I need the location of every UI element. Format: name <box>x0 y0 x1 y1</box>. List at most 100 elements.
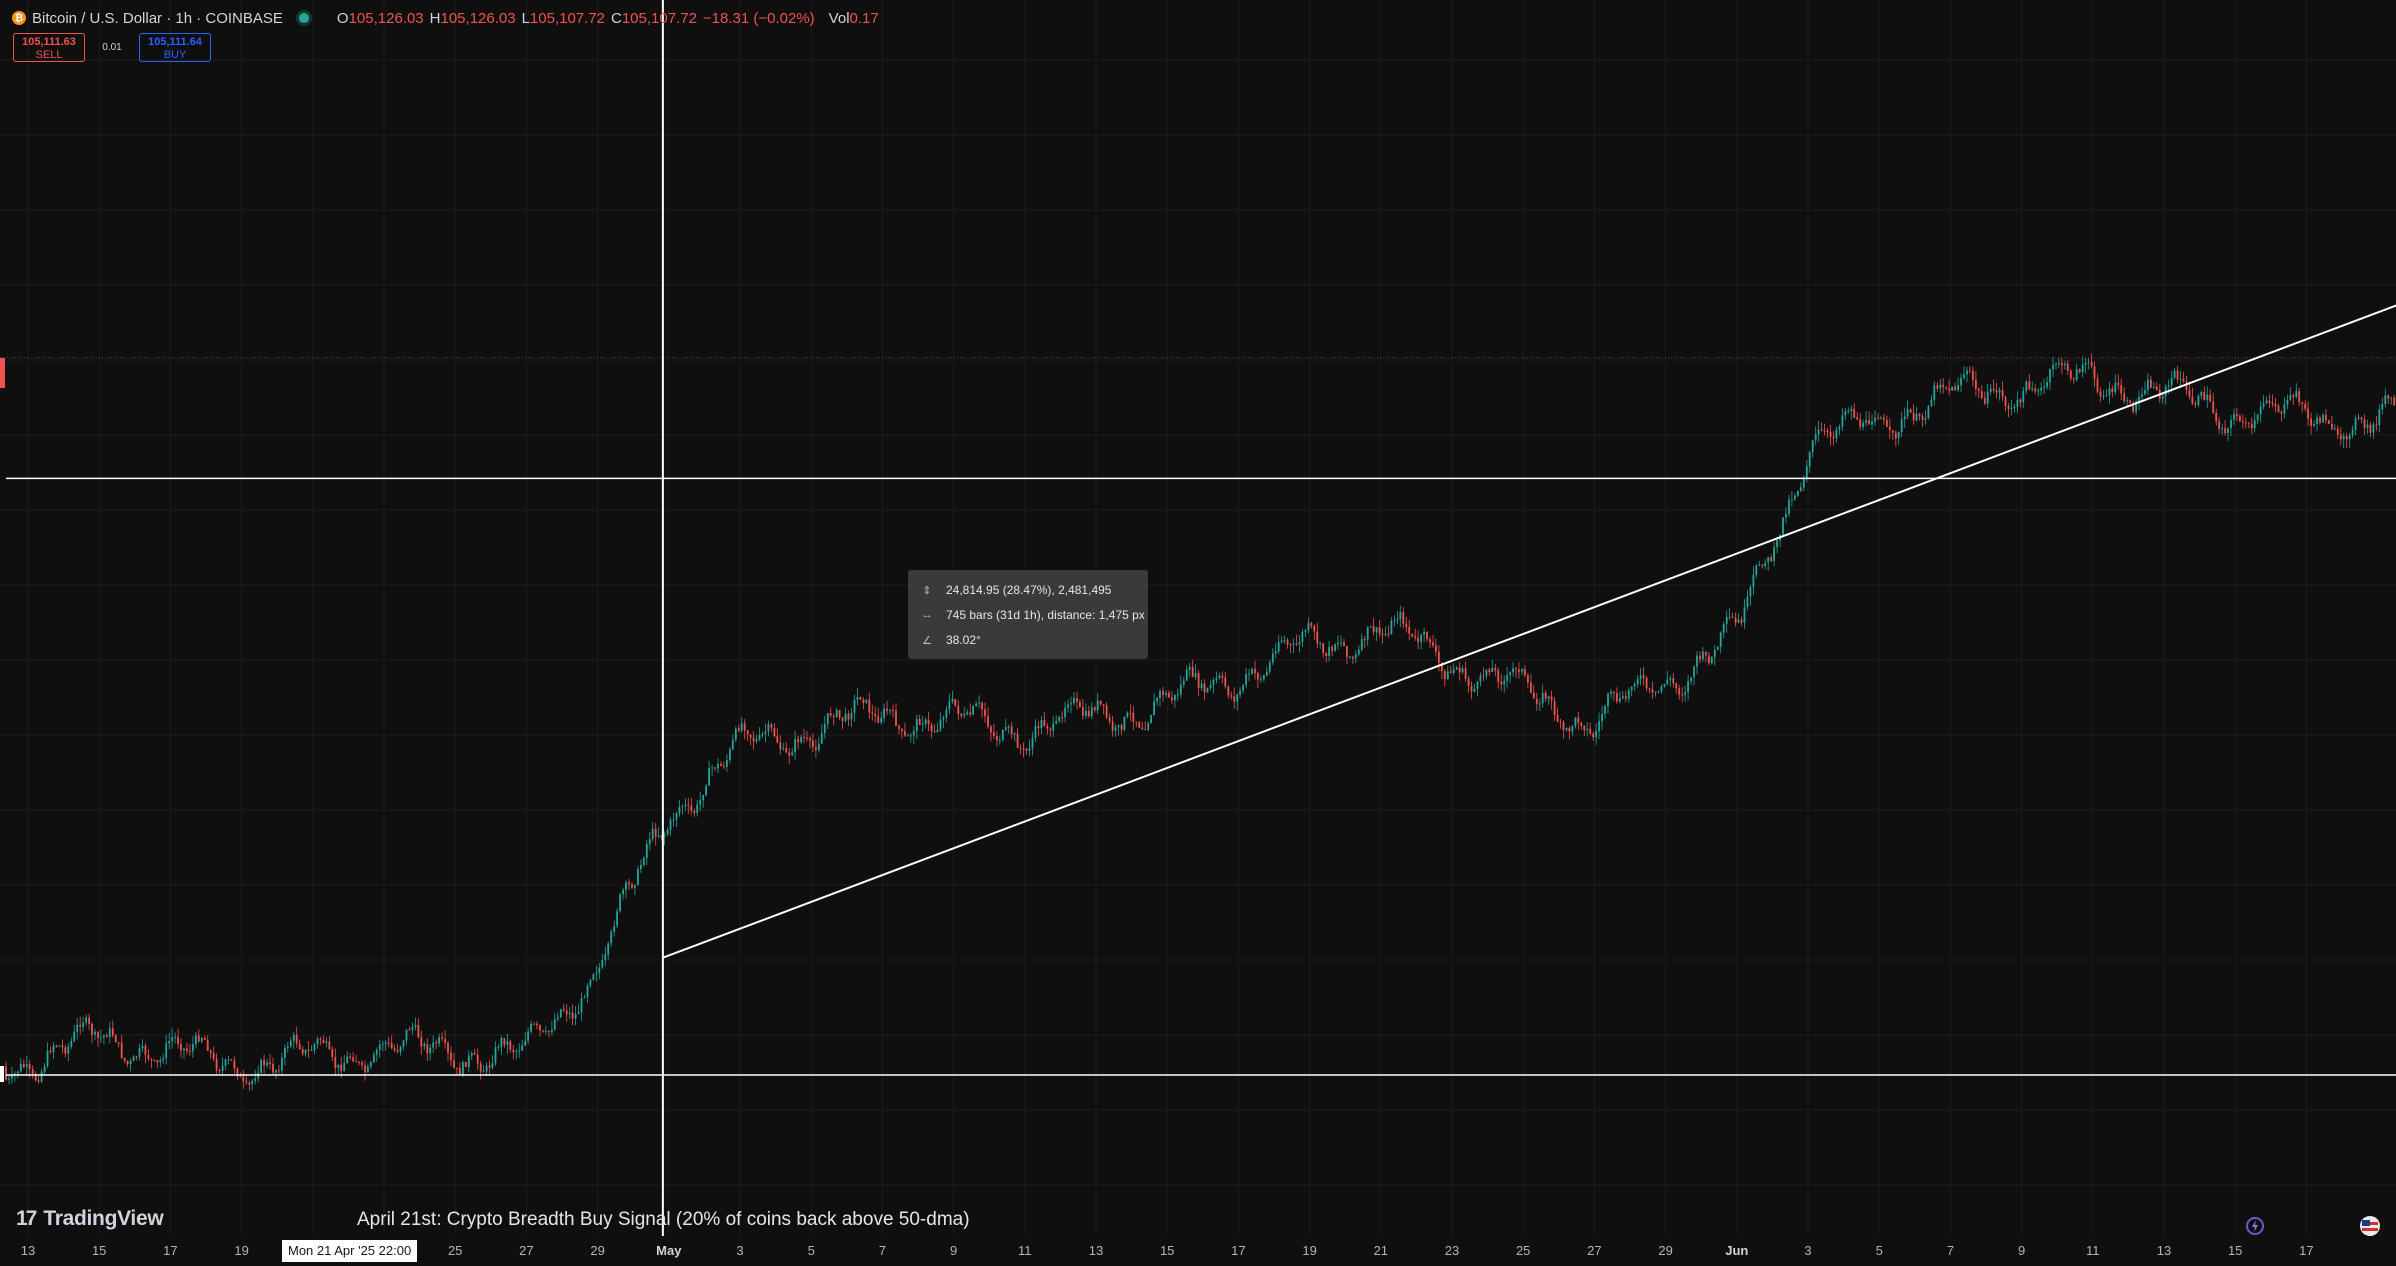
candle-body <box>1452 669 1455 673</box>
candle-body <box>975 703 977 707</box>
candle-body <box>1509 672 1511 676</box>
flag-icon[interactable] <box>2358 1214 2382 1238</box>
ohlc-close-key: C <box>611 9 622 27</box>
candle-body <box>2120 385 2123 394</box>
candle-body <box>548 1030 550 1032</box>
candle-body <box>73 1031 76 1042</box>
candle-body <box>1171 697 1173 701</box>
trade-buttons: 105,111.63 SELL 0.01 105,111.64 BUY <box>13 33 211 62</box>
candle-body <box>818 743 820 750</box>
candle-body <box>729 749 731 761</box>
candle-body <box>595 973 598 975</box>
candle-body <box>841 717 844 722</box>
candle-body <box>1506 675 1508 681</box>
candle-body <box>349 1056 351 1058</box>
candle-body <box>1467 678 1470 686</box>
candle-body <box>2307 408 2309 419</box>
candle-body <box>1203 683 1206 693</box>
candle-body <box>1743 607 1746 623</box>
candle-body <box>1853 408 1856 418</box>
candle-body <box>1420 634 1422 643</box>
candle-body <box>429 1047 432 1054</box>
candle-body <box>2200 392 2203 396</box>
candle-body <box>1785 513 1787 518</box>
candle-body <box>1874 417 1876 422</box>
candle-body <box>545 1030 547 1032</box>
candle-body <box>367 1066 369 1073</box>
candle-body <box>17 1071 19 1074</box>
candle-body <box>1120 725 1123 730</box>
sell-button[interactable]: 105,111.63 SELL <box>13 33 85 62</box>
candle-body <box>281 1057 283 1071</box>
candle-body <box>2016 399 2019 407</box>
candle-body <box>2381 404 2384 410</box>
candle-body <box>2250 423 2253 429</box>
candle-body <box>209 1050 212 1053</box>
candle-body <box>1295 643 1298 645</box>
tradingview-logo[interactable]: 17 TradingView <box>16 1207 164 1231</box>
candle-body <box>622 890 624 895</box>
candle-body <box>969 712 972 715</box>
candle-body <box>536 1023 538 1026</box>
candle-body <box>375 1050 378 1055</box>
buy-button[interactable]: 105,111.64 BUY <box>139 33 211 62</box>
candle-body <box>1897 431 1900 439</box>
candle-body <box>1058 717 1061 721</box>
candle-body <box>542 1030 544 1032</box>
candle-body <box>806 737 808 739</box>
candle-body <box>737 728 740 731</box>
candle-body <box>2197 395 2200 405</box>
market-status-dot[interactable] <box>298 13 309 23</box>
candle-body <box>1384 633 1387 635</box>
candle-body <box>631 884 633 888</box>
candle-body <box>1693 666 1695 678</box>
candle-body <box>1829 432 1832 437</box>
candle-body <box>426 1044 429 1054</box>
candle-body <box>2188 390 2191 397</box>
candle-body <box>681 806 684 808</box>
candle-body <box>414 1024 417 1027</box>
candle-body <box>1571 725 1574 732</box>
candle-body <box>2078 369 2081 373</box>
candle-body <box>2348 435 2351 440</box>
candle-body <box>1918 413 1921 417</box>
symbol-title[interactable]: Bitcoin / U.S. Dollar · 1h · COINBASE <box>32 9 283 27</box>
candle-body <box>1381 633 1384 635</box>
candle-body <box>387 1042 390 1044</box>
candle-body <box>67 1046 70 1054</box>
candle-body <box>559 1009 562 1018</box>
candle-body <box>2271 402 2274 404</box>
candle-body <box>470 1053 473 1056</box>
replay-icon[interactable] <box>2243 1214 2267 1238</box>
candle-body <box>1761 564 1764 567</box>
candle-body <box>705 785 707 796</box>
candle-body <box>215 1058 218 1071</box>
candle-body <box>800 736 802 743</box>
candle-body <box>829 713 832 716</box>
candle-body <box>248 1082 251 1085</box>
candle-body <box>850 712 853 720</box>
candle-body <box>589 979 592 986</box>
candle-body <box>1372 626 1375 633</box>
time-axis-tick: 9 <box>2017 1243 2026 1258</box>
candle-body <box>1945 387 1948 389</box>
candle-body <box>553 1019 556 1030</box>
candle-body <box>467 1055 470 1068</box>
candle-body <box>174 1037 176 1038</box>
candle-body <box>1322 643 1325 653</box>
candle-body <box>1343 642 1345 647</box>
candle-body <box>1488 669 1491 673</box>
candle-body <box>432 1042 435 1048</box>
candle-body <box>43 1066 46 1072</box>
candle-body <box>1942 384 1945 388</box>
candle-body <box>556 1017 559 1020</box>
time-axis-tick: 5 <box>807 1243 815 1258</box>
candle-body <box>58 1045 61 1047</box>
candle-body <box>1360 639 1363 650</box>
candle-body <box>1206 688 1209 693</box>
candle-body <box>1277 642 1280 652</box>
candle-body <box>966 712 969 715</box>
candle-body <box>1912 412 1915 421</box>
candle-body <box>2342 436 2345 440</box>
